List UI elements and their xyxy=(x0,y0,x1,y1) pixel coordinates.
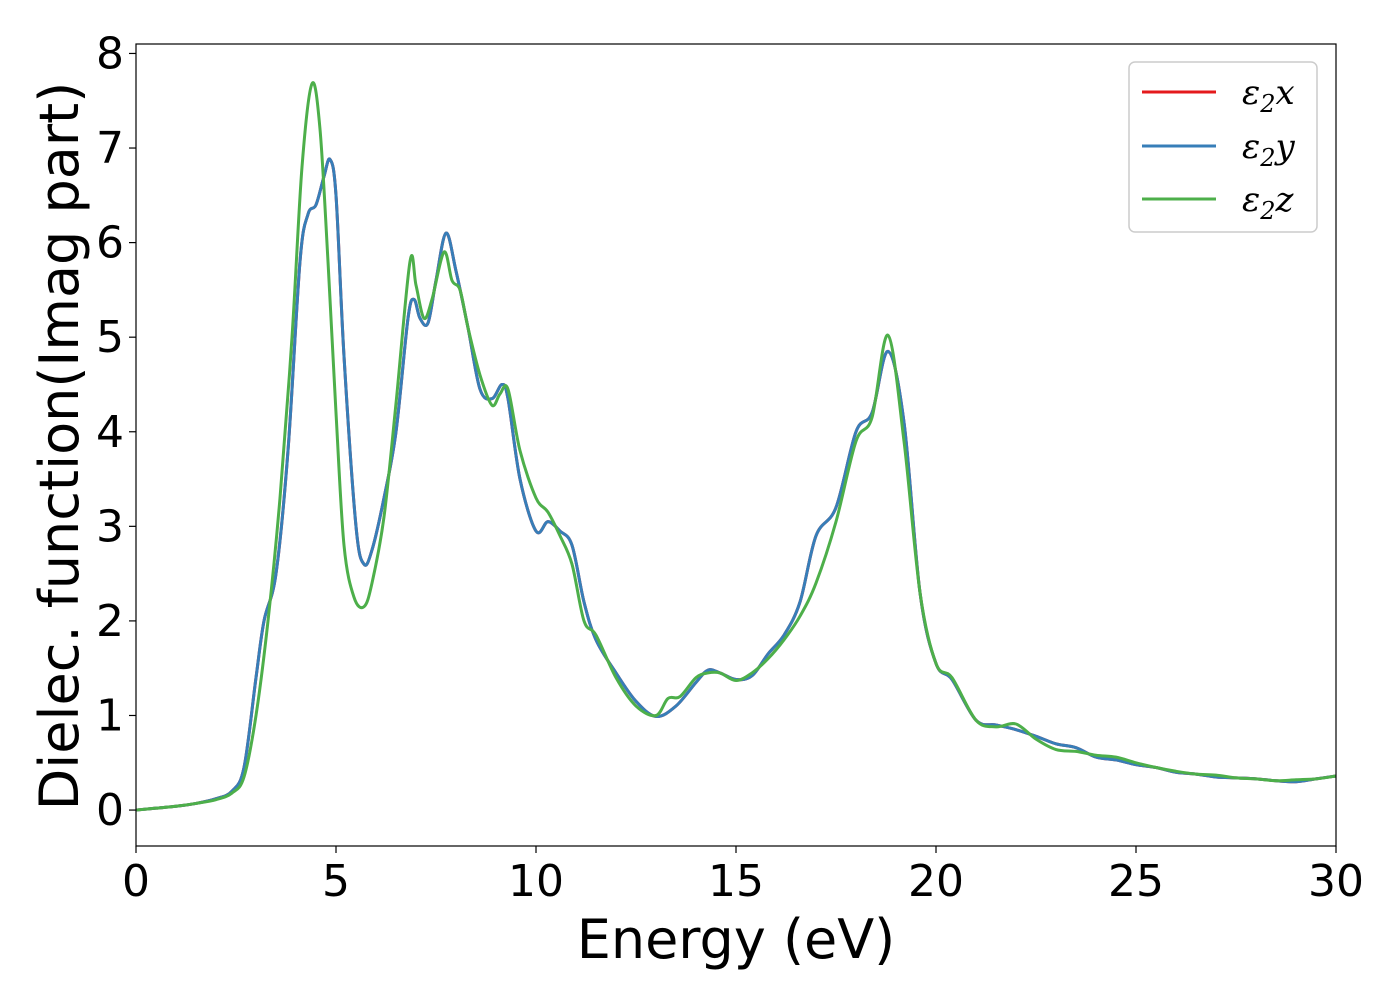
y-tick-label: 7 xyxy=(96,123,124,174)
x-tick-label: 25 xyxy=(1108,856,1164,907)
y-tick-label: 2 xyxy=(96,596,124,647)
y-tick-label: 1 xyxy=(96,690,124,741)
y-tick-label: 5 xyxy=(96,312,124,363)
legend: ε2x ε2y ε2z xyxy=(1128,61,1318,233)
x-tick-label: 20 xyxy=(908,856,964,907)
x-axis-title: Energy (eV) xyxy=(577,908,896,971)
x-tick-label: 10 xyxy=(508,856,564,907)
legend-box xyxy=(1128,61,1318,233)
x-tick-label: 5 xyxy=(322,856,350,907)
chart-ticks: 0 5 10 15 20 25 30 0 1 2 3 4 5 6 7 8 xyxy=(96,28,1364,907)
x-tick-label: 30 xyxy=(1308,856,1364,907)
y-tick-label: 8 xyxy=(96,28,124,79)
legend-label-z: ε2z xyxy=(1242,180,1295,225)
x-tick-label: 15 xyxy=(708,856,764,907)
series-line-eps2x xyxy=(135,157,1337,812)
series-line-eps2z xyxy=(135,81,1337,812)
plot-frame xyxy=(135,43,1337,847)
y-tick-label: 3 xyxy=(96,501,124,552)
y-tick-label: 6 xyxy=(96,218,124,269)
y-axis-title: Dielec. function(Imag part) xyxy=(28,82,91,811)
y-tick-label: 0 xyxy=(96,785,124,836)
legend-label-x: ε2x xyxy=(1242,73,1295,118)
series-line-eps2y xyxy=(135,157,1337,812)
legend-label-y: ε2y xyxy=(1242,127,1296,172)
chart-marks xyxy=(135,81,1337,812)
x-tick-label: 0 xyxy=(122,856,150,907)
y-tick-label: 4 xyxy=(96,407,124,458)
